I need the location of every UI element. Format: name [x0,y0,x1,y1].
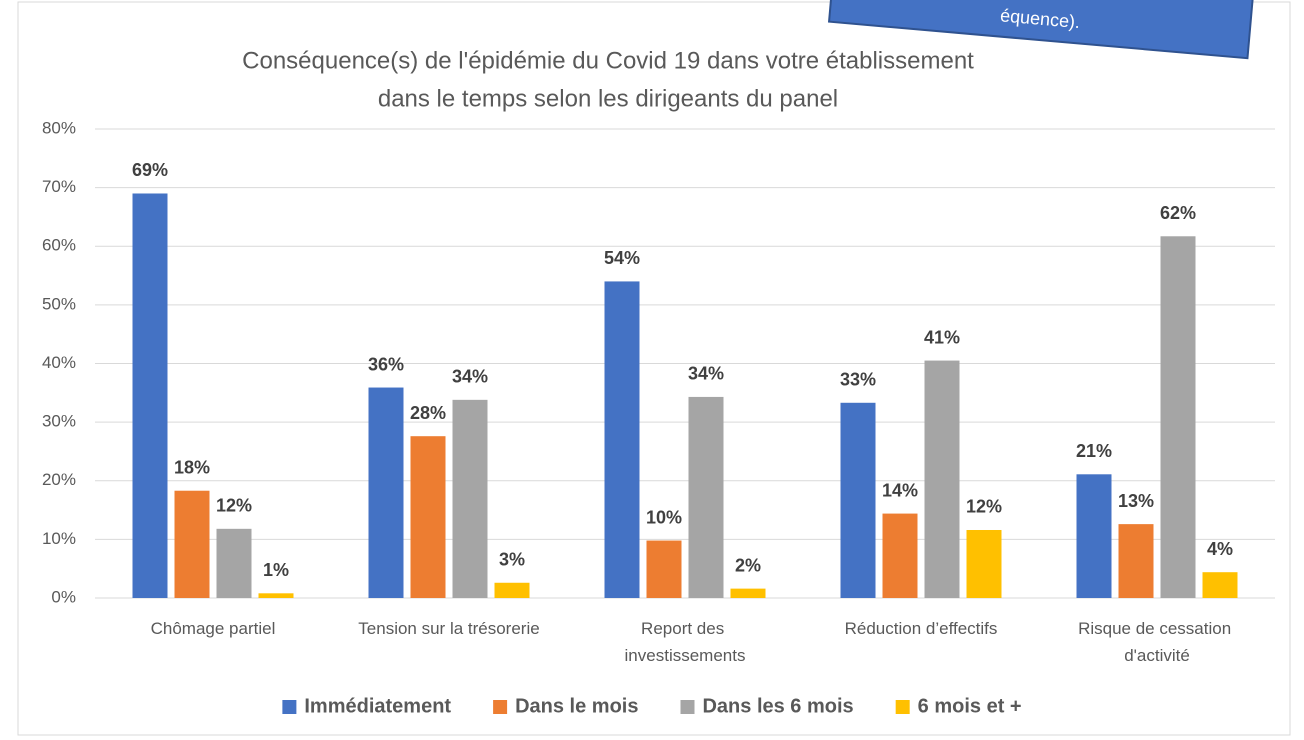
y-tick-label: 10% [42,529,76,548]
data-label: 34% [688,364,724,384]
data-label: 13% [1118,491,1154,511]
callout-box [827,0,1255,60]
legend-label: Dans le mois [515,695,638,717]
x-tick-label: Tension sur la trésorerie [358,619,539,638]
data-label: 12% [216,496,252,516]
y-tick-label: 20% [42,470,76,489]
data-label: 12% [966,497,1002,517]
legend-swatch [680,700,695,714]
bar [840,402,876,598]
data-label: 41% [924,327,960,347]
chart-subtitle: dans le temps selon les dirigeants du pa… [378,85,838,112]
chart-border [17,1,1291,736]
legend-swatch [282,700,297,714]
data-label: 34% [452,367,488,387]
bar [258,593,294,598]
data-label: 14% [882,480,918,500]
data-label: 4% [1207,539,1233,559]
legend-swatch [895,700,910,714]
legend-label: Immédiatement [304,695,451,717]
x-tick-label: Chômage partiel [151,619,276,638]
bar [452,399,488,598]
data-label: 62% [1160,203,1196,223]
x-tick-label: Risque de cessation d'activité [1078,619,1236,665]
bar [966,529,1002,598]
data-label: 28% [410,403,446,423]
bar [604,281,640,598]
data-label: 69% [132,160,168,180]
bar [368,387,404,598]
chart-title: Conséquence(s) de l'épidémie du Covid 19… [242,47,974,74]
bar [1160,236,1196,598]
bar [494,582,530,598]
x-tick-label: Réduction d’effectifs [845,619,998,638]
bar [646,540,682,598]
data-label: 21% [1076,441,1112,461]
bar [924,360,960,598]
data-label: 1% [263,560,289,580]
legend-label: 6 mois et + [918,695,1022,717]
y-tick-label: 30% [42,412,76,431]
bar [730,588,766,598]
bar [882,513,918,598]
bar [1118,524,1154,598]
bar [174,490,210,598]
y-tick-label: 60% [42,236,76,255]
y-tick-label: 70% [42,177,76,196]
data-label: 33% [840,370,876,390]
data-label: 36% [368,354,404,374]
bar [1076,474,1112,598]
bar [410,436,446,598]
y-tick-label: 50% [42,294,76,313]
data-label: 10% [646,507,682,527]
legend-label: Dans les 6 mois [702,695,853,717]
bar [216,528,252,598]
callout: équence). [827,0,1255,60]
y-tick-label: 80% [42,118,76,137]
bar [688,396,724,598]
y-tick-label: 40% [42,353,76,372]
data-label: 3% [499,550,525,570]
y-tick-label: 0% [51,587,76,606]
data-label: 18% [174,457,210,477]
data-label: 54% [604,248,640,268]
bar [132,193,168,599]
x-tick-label: Report des investissements [625,619,746,665]
data-label: 2% [735,555,761,575]
bar [1202,572,1238,598]
legend-swatch [493,700,508,714]
